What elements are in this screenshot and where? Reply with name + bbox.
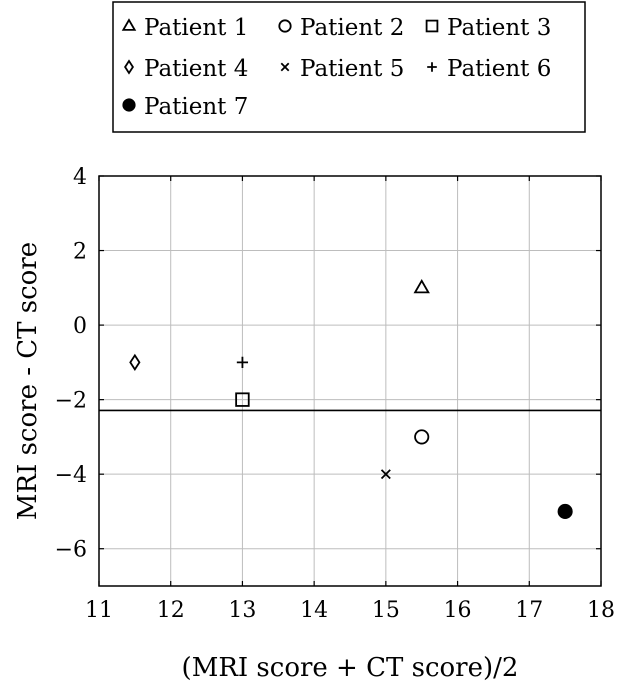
y-tick-label: 0 [73, 314, 87, 339]
legend-marker-cross [280, 62, 290, 72]
y-tick-label: −4 [55, 463, 87, 488]
x-tick-label: 11 [85, 598, 113, 623]
legend-marker-triangle [121, 18, 137, 31]
legend-label: Patient 1 [144, 15, 248, 41]
x-tick-label: 17 [515, 598, 543, 623]
x-tick-label: 16 [444, 598, 472, 623]
y-axis-ticks: −6 −4 −2 0 2 4 [55, 165, 601, 563]
legend-label: Patient 4 [144, 56, 248, 82]
legend-item: Patient 5 [280, 56, 404, 82]
x-axis-ticks: 11 12 13 14 15 16 17 18 [85, 176, 615, 623]
legend-marker-plus [427, 62, 437, 72]
data-point-plus [236, 356, 249, 368]
x-tick-label: 18 [587, 598, 615, 623]
legend-item: Patient 6 [427, 56, 551, 82]
legend-label: Patient 5 [300, 56, 404, 82]
data-point-cross [380, 469, 391, 480]
legend: Patient 1 Patient 2 Patient 3 Patient 4 Pati… [112, 1, 586, 133]
legend-box [112, 1, 586, 133]
legend-label: Patient 7 [144, 94, 248, 120]
x-tick-label: 14 [300, 598, 328, 623]
legend-item: Patient 7 [122, 94, 248, 120]
legend-marker-diamond [124, 59, 134, 75]
y-tick-label: −2 [55, 389, 87, 414]
grid [98, 175, 602, 586]
legend-marker-square [425, 19, 439, 33]
legend-item: Patient 3 [425, 15, 551, 41]
legend-item: Patient 4 [124, 56, 248, 82]
legend-label: Patient 2 [300, 15, 404, 41]
x-axis-label: (MRI score + CT score)/2 [182, 653, 519, 683]
legend-item: Patient 2 [278, 15, 404, 41]
legend-marker-filled-circle [122, 98, 136, 112]
plot-frame [98, 175, 602, 587]
data-point-triangle [413, 279, 430, 294]
y-tick-label: 2 [73, 240, 87, 265]
legend-item: Patient 1 [121, 15, 248, 41]
x-tick-label: 13 [228, 598, 256, 623]
data-points [129, 279, 573, 520]
y-tick-label: −6 [55, 538, 87, 563]
x-tick-label: 12 [157, 598, 185, 623]
legend-marker-circle [278, 19, 292, 33]
x-tick-label: 15 [372, 598, 400, 623]
legend-label: Patient 3 [447, 15, 551, 41]
data-point-diamond [129, 353, 141, 372]
data-point-square [235, 392, 250, 407]
legend-label: Patient 6 [447, 56, 551, 82]
y-axis-label: MRI score - CT score [13, 242, 43, 520]
data-point-filled-circle [557, 503, 573, 520]
data-point-circle [414, 429, 430, 445]
y-tick-label: 4 [73, 165, 87, 190]
